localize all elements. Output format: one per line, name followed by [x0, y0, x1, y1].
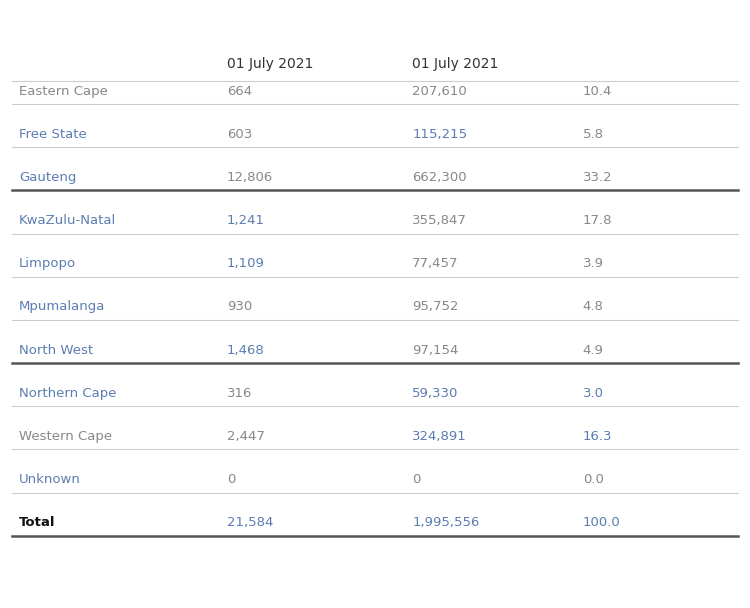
Text: 1,241: 1,241: [226, 214, 265, 227]
Text: 603: 603: [226, 128, 252, 140]
Text: 0.0: 0.0: [583, 473, 604, 486]
Text: 4.9: 4.9: [583, 344, 604, 356]
Text: Free State: Free State: [19, 128, 87, 140]
Text: North West: North West: [19, 344, 93, 356]
Text: Total: Total: [19, 516, 55, 530]
Text: 316: 316: [226, 387, 252, 399]
Text: 662,300: 662,300: [412, 171, 466, 184]
Text: Mpumalanga: Mpumalanga: [19, 300, 105, 313]
Text: 115,215: 115,215: [412, 128, 467, 140]
Text: 1,468: 1,468: [226, 344, 265, 356]
Text: 0: 0: [226, 473, 235, 486]
Text: 97,154: 97,154: [412, 344, 458, 356]
Text: 33.2: 33.2: [583, 171, 612, 184]
Text: 5.8: 5.8: [583, 128, 604, 140]
Text: 10.4: 10.4: [583, 85, 612, 97]
Text: 17.8: 17.8: [583, 214, 612, 227]
Text: 3.9: 3.9: [583, 257, 604, 270]
Text: 16.3: 16.3: [583, 430, 612, 443]
Text: Limpopo: Limpopo: [19, 257, 76, 270]
Text: 3.0: 3.0: [583, 387, 604, 399]
Text: 355,847: 355,847: [412, 214, 467, 227]
Text: KwaZulu-Natal: KwaZulu-Natal: [19, 214, 116, 227]
Text: Eastern Cape: Eastern Cape: [19, 85, 108, 97]
Text: 0: 0: [412, 473, 421, 486]
Text: Western Cape: Western Cape: [19, 430, 112, 443]
Text: Northern Cape: Northern Cape: [19, 387, 116, 399]
Text: 2,447: 2,447: [226, 430, 265, 443]
Text: 207,610: 207,610: [412, 85, 466, 97]
Text: 100.0: 100.0: [583, 516, 620, 530]
Text: Unknown: Unknown: [19, 473, 81, 486]
Text: 77,457: 77,457: [412, 257, 458, 270]
Text: 930: 930: [226, 300, 252, 313]
Text: 12,806: 12,806: [226, 171, 273, 184]
Text: 1,995,556: 1,995,556: [412, 516, 479, 530]
Text: 664: 664: [226, 85, 252, 97]
Text: 21,584: 21,584: [226, 516, 273, 530]
Text: 01 July 2021: 01 July 2021: [226, 57, 313, 71]
Text: 01 July 2021: 01 July 2021: [412, 57, 499, 71]
Text: 1,109: 1,109: [226, 257, 265, 270]
Text: 4.8: 4.8: [583, 300, 604, 313]
Text: 59,330: 59,330: [412, 387, 458, 399]
Text: 95,752: 95,752: [412, 300, 458, 313]
Text: Gauteng: Gauteng: [19, 171, 76, 184]
Text: 324,891: 324,891: [412, 430, 466, 443]
